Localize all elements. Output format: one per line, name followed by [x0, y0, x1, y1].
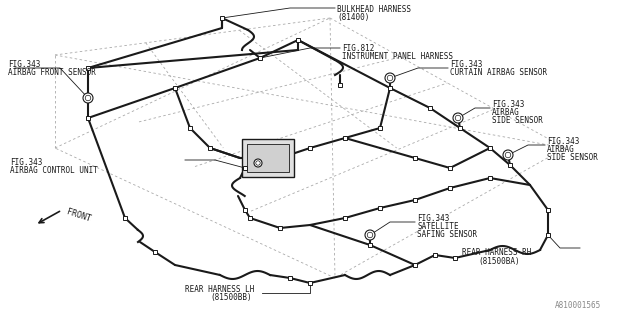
Bar	[153, 250, 157, 254]
Bar	[308, 146, 312, 150]
Bar	[343, 216, 348, 220]
Bar	[123, 216, 127, 220]
Circle shape	[365, 230, 375, 240]
Bar	[208, 146, 212, 150]
Bar	[448, 166, 452, 170]
Bar	[508, 163, 512, 167]
Bar	[452, 256, 457, 260]
Text: FIG.343: FIG.343	[8, 60, 40, 69]
Bar	[488, 146, 492, 150]
Bar	[388, 86, 392, 90]
Circle shape	[254, 159, 262, 167]
Bar	[278, 226, 282, 230]
Bar	[368, 243, 372, 247]
Bar	[242, 139, 294, 177]
Text: AIRBAG: AIRBAG	[547, 145, 575, 154]
Bar	[378, 126, 382, 130]
Bar	[546, 208, 550, 212]
Circle shape	[505, 152, 511, 158]
Text: REAR HARNESS LH: REAR HARNESS LH	[185, 285, 254, 294]
Text: (81500BB): (81500BB)	[210, 293, 252, 302]
Bar	[188, 126, 192, 130]
Text: (81500BA): (81500BA)	[478, 257, 520, 266]
Bar	[243, 208, 247, 212]
Circle shape	[455, 115, 461, 121]
Bar	[220, 16, 224, 20]
Bar	[86, 116, 90, 120]
Text: SATELLITE: SATELLITE	[417, 222, 459, 231]
Bar	[258, 56, 262, 60]
Text: FIG.343: FIG.343	[450, 60, 483, 69]
Text: CURTAIN AIRBAG SENSOR: CURTAIN AIRBAG SENSOR	[450, 68, 547, 77]
Bar	[488, 176, 492, 180]
Text: FIG.343: FIG.343	[10, 158, 42, 167]
Bar	[413, 156, 417, 160]
Bar	[247, 144, 289, 172]
Text: INSTRUMENT PANEL HARNESS: INSTRUMENT PANEL HARNESS	[342, 52, 453, 61]
Bar	[308, 281, 312, 285]
Circle shape	[83, 93, 93, 103]
Circle shape	[387, 75, 393, 81]
Bar	[173, 86, 177, 90]
Text: FRONT: FRONT	[65, 207, 92, 223]
Text: FIG.343: FIG.343	[547, 137, 579, 146]
Circle shape	[453, 113, 463, 123]
Text: SAFING SENSOR: SAFING SENSOR	[417, 230, 477, 239]
Text: AIRBAG CONTROL UNIT: AIRBAG CONTROL UNIT	[10, 166, 98, 175]
Circle shape	[367, 232, 372, 238]
Text: (81400): (81400)	[337, 13, 369, 22]
Bar	[413, 263, 417, 267]
Text: BULKHEAD HARNESS: BULKHEAD HARNESS	[337, 5, 411, 14]
Bar	[288, 276, 292, 280]
Bar	[433, 253, 437, 257]
Bar	[378, 206, 382, 210]
Bar	[458, 126, 462, 130]
Bar	[546, 233, 550, 237]
Bar	[413, 198, 417, 202]
Text: AIRBAG FRONT SENSOR: AIRBAG FRONT SENSOR	[8, 68, 96, 77]
Bar	[428, 106, 432, 110]
Bar	[338, 83, 342, 87]
Text: AIRBAG: AIRBAG	[492, 108, 520, 117]
Circle shape	[256, 161, 260, 165]
Circle shape	[503, 150, 513, 160]
Text: SIDE SENSOR: SIDE SENSOR	[492, 116, 543, 125]
Bar	[448, 186, 452, 190]
Text: FIG.812: FIG.812	[342, 44, 374, 53]
Text: FIG.343: FIG.343	[417, 214, 449, 223]
Bar	[296, 38, 300, 42]
Text: A810001565: A810001565	[555, 301, 601, 310]
Circle shape	[85, 95, 91, 101]
Text: REAR HARNESS RH: REAR HARNESS RH	[462, 248, 531, 257]
Bar	[86, 66, 90, 70]
Circle shape	[385, 73, 395, 83]
Bar	[243, 166, 247, 170]
Text: FIG.343: FIG.343	[492, 100, 524, 109]
Text: SIDE SENSOR: SIDE SENSOR	[547, 153, 598, 162]
Bar	[248, 216, 252, 220]
Bar	[343, 136, 348, 140]
